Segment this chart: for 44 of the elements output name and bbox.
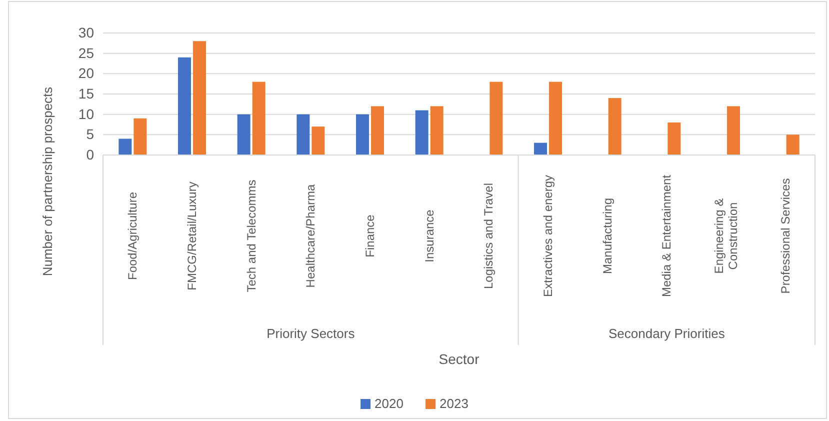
y-tick-label: 15 [78,85,94,102]
x-tick-label: Professional Services [778,178,792,294]
bar [193,41,206,155]
y-tick-label: 25 [78,44,94,61]
bar [786,134,800,155]
bar [371,106,384,155]
bar [356,114,369,155]
text: Priority Sectors [266,326,356,341]
bar [252,82,266,155]
legend-label: 2023 [440,396,468,411]
x-tick-label: FMCG/Retail/Luxury [185,182,199,290]
bar [549,82,562,155]
text: Secondary Priorities [608,326,726,341]
y-tick-label: 0 [86,146,94,162]
bar [415,110,428,155]
bar [490,82,503,155]
x-tick-label: Healthcare/Pharma [304,184,318,288]
bar [118,138,132,155]
y-tick-label: 10 [78,106,94,122]
x-tick-label: Engineering & Construction [712,198,740,274]
bar [312,126,325,155]
y-tick-label: 5 [86,126,94,142]
bar [296,114,310,155]
x-tick-label: Extractives and energy [541,174,555,298]
y-tick-label: 30 [78,24,94,40]
x-axis-title: Sector [438,351,480,367]
bar [608,98,622,155]
bar [534,142,547,155]
x-tick-label: Finance [363,214,377,258]
y-axis-title: Number of partnership prospects [40,86,55,276]
bar [237,114,250,155]
bar [134,118,147,155]
x-tick-label: Logistics and Travel [482,182,496,290]
bar [727,106,740,155]
bar [668,122,681,155]
legend-label: 2020 [374,396,404,411]
x-tick-label: Manufacturing [600,198,614,274]
y-tick-label: 20 [78,65,94,82]
x-tick-label: Food/Agriculture [126,192,140,280]
bar [178,57,191,155]
x-tick-label: Media & Entertainment [660,174,674,298]
x-tick-label: Tech and Telecomms [244,180,258,292]
x-tick-label: Insurance [422,209,436,262]
bar [430,106,444,155]
